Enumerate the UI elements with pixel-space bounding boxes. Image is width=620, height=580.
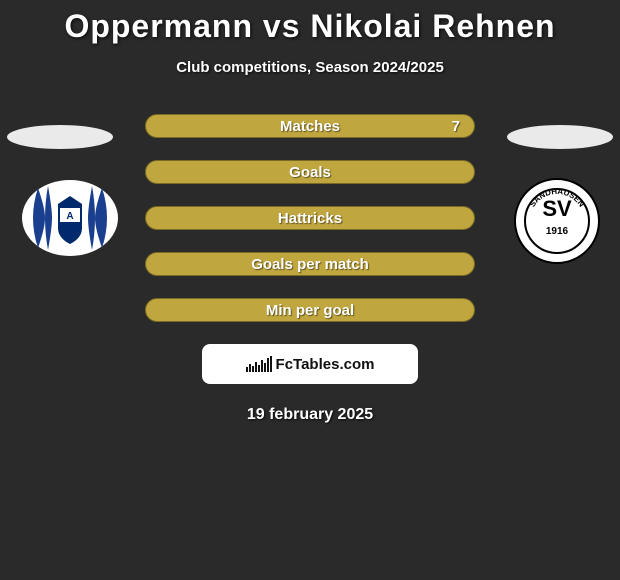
svg-text:1916: 1916: [546, 226, 569, 237]
subtitle: Club competitions, Season 2024/2025: [0, 59, 620, 76]
stat-value-right: 7: [452, 118, 460, 135]
page-title: Oppermann vs Nikolai Rehnen: [0, 8, 620, 45]
club-logo-right: SV SANDHAUSEN 1916: [514, 178, 600, 264]
bar-chart-icon: [246, 356, 272, 372]
club-logo-left: A: [20, 178, 120, 258]
ellipse-left: [7, 125, 113, 149]
stat-row-matches: Matches 7: [145, 114, 475, 138]
stat-label: Min per goal: [266, 302, 354, 319]
ellipse-right: [507, 125, 613, 149]
stat-row-hattricks: Hattricks: [145, 206, 475, 230]
stat-label: Goals: [289, 164, 331, 181]
svg-text:A: A: [66, 211, 73, 222]
date-text: 19 february 2025: [0, 406, 620, 424]
stat-label: Matches: [280, 118, 340, 135]
brand-box: FcTables.com: [202, 344, 418, 384]
bielefeld-crest-icon: A: [20, 178, 120, 258]
stat-row-goals-per-match: Goals per match: [145, 252, 475, 276]
sandhausen-crest-icon: SV SANDHAUSEN 1916: [514, 178, 600, 264]
stat-row-min-per-goal: Min per goal: [145, 298, 475, 322]
stat-label: Hattricks: [278, 210, 342, 227]
stat-label: Goals per match: [251, 256, 369, 273]
svg-text:SV: SV: [542, 196, 572, 221]
brand-text: FcTables.com: [276, 356, 375, 373]
stat-row-goals: Goals: [145, 160, 475, 184]
